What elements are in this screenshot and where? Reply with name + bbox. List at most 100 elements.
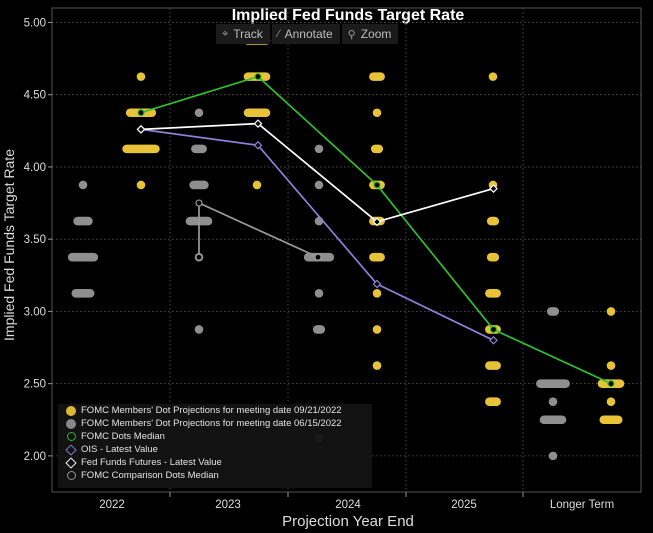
median-point <box>137 109 145 117</box>
legend-item: FOMC Comparison Dots Median <box>58 469 372 482</box>
median-point <box>607 380 615 388</box>
median-point <box>254 73 262 81</box>
plot-frame <box>51 7 642 493</box>
pencil-icon: ⁄ <box>277 28 280 40</box>
current-dot <box>370 144 384 154</box>
x-tick-label: 2024 <box>335 499 361 511</box>
x-tick-label: 2025 <box>451 499 477 511</box>
current-dot <box>136 180 146 190</box>
comparison_median-point <box>195 199 203 207</box>
legend-label: FOMC Members' Dot Projections for meetin… <box>81 418 342 429</box>
current-dot <box>372 361 382 370</box>
zoom-button[interactable]: ⚲ Zoom <box>341 24 399 44</box>
median-point <box>489 325 498 334</box>
legend-item: FOMC Dots Median <box>58 430 372 443</box>
legend-label: FOMC Comparison Dots Median <box>81 470 219 481</box>
comparison-dot <box>548 451 558 461</box>
comparison-dot <box>71 289 95 298</box>
current-dot <box>485 361 501 370</box>
annotate-button[interactable]: ⁄ Annotate <box>271 24 340 44</box>
legend-label: Fed Funds Futures - Latest Value <box>81 457 222 468</box>
current-dot <box>372 289 382 298</box>
comparison-dot <box>539 415 567 425</box>
legend-item: FOMC Members' Dot Projections for meetin… <box>58 417 372 430</box>
ois-point <box>489 335 498 345</box>
current-dot <box>486 252 500 262</box>
current-dot <box>136 72 146 81</box>
comparison-dot <box>312 325 326 334</box>
current-dot <box>606 307 616 316</box>
axes: 2.00 2.50 3.00 3.50 4.00 4.50 5.00 2022 2023 2024… <box>24 7 642 511</box>
futures-point <box>372 217 382 227</box>
zoom-label: Zoom <box>360 27 392 41</box>
current-dot <box>488 72 498 81</box>
comparison_median-point <box>195 253 203 261</box>
comparison-dot <box>314 180 324 190</box>
gray-ring-icon <box>66 471 76 480</box>
current-dot <box>372 108 382 118</box>
comparison-dot <box>314 289 324 298</box>
comparison-dot <box>67 252 99 262</box>
yellow-dot-icon <box>66 405 76 416</box>
chart-toolbar: ⌖ Track ⁄ Annotate ⚲ Zoom <box>216 24 399 44</box>
y-tick-label: 2.00 <box>24 451 46 463</box>
comparison-dot <box>194 108 204 118</box>
comparison-dot <box>189 180 209 190</box>
comparison_median-point <box>314 253 322 261</box>
track-label: Track <box>233 27 263 41</box>
annotate-label: Annotate <box>284 27 333 41</box>
green-ring-icon <box>66 432 76 441</box>
legend-label: FOMC Dots Median <box>81 431 165 442</box>
purple-diamond-icon <box>65 443 77 456</box>
comparison-dot <box>78 180 88 190</box>
current-dot <box>485 397 501 407</box>
current-dot <box>606 397 616 407</box>
current-dot <box>372 325 382 334</box>
legend-item: FOMC Members' Dot Projections for meetin… <box>58 404 372 417</box>
gray-dot-icon <box>66 418 76 429</box>
comparison-dot <box>73 216 93 226</box>
current-dot <box>485 289 501 298</box>
current-dot <box>369 72 385 81</box>
ois-line <box>140 128 494 342</box>
y-tick-label: 4.00 <box>24 162 46 174</box>
current-dot <box>252 180 262 190</box>
y-tick-label: 3.50 <box>24 234 46 246</box>
futures-point <box>253 119 263 128</box>
legend-item: OIS - Latest Value <box>58 443 372 456</box>
track-button[interactable]: ⌖ Track <box>216 24 270 44</box>
futures-point <box>136 124 146 134</box>
chart-title: Implied Fed Funds Target Rate <box>232 7 465 24</box>
current-dot <box>369 252 385 262</box>
futures-line <box>140 122 494 223</box>
comparison-dot <box>191 144 207 154</box>
futures-point <box>489 184 498 193</box>
ois-point <box>253 140 263 150</box>
ois-point <box>372 279 382 289</box>
y-tick-label: 4.50 <box>24 90 46 102</box>
legend-label: OIS - Latest Value <box>81 444 158 455</box>
median-point <box>373 181 381 189</box>
white-diamond-icon <box>65 456 77 469</box>
current-dot <box>486 216 500 226</box>
crosshair-icon: ⌖ <box>222 27 229 40</box>
magnifier-icon: ⚲ <box>347 28 356 41</box>
y-tick-label: 5.00 <box>24 17 46 29</box>
current-dot <box>606 361 616 370</box>
comparison-dot <box>548 397 558 407</box>
current-dot <box>122 144 160 154</box>
median-line <box>140 75 612 385</box>
x-tick-label: 2023 <box>215 499 241 511</box>
y-axis-label: Implied Fed Funds Target Rate <box>1 149 17 341</box>
current-dot <box>599 415 623 425</box>
y-tick-label: 3.00 <box>24 306 46 318</box>
series-lines <box>136 73 615 388</box>
comparison-dot <box>546 307 560 316</box>
legend-label: FOMC Members' Dot Projections for meetin… <box>81 405 342 416</box>
chart-legend: FOMC Members' Dot Projections for meetin… <box>58 404 372 488</box>
x-axis-label: Projection Year End <box>282 513 414 530</box>
y-tick-label: 2.50 <box>24 379 46 391</box>
comparison-dot <box>194 325 204 334</box>
current-dot <box>243 108 271 118</box>
